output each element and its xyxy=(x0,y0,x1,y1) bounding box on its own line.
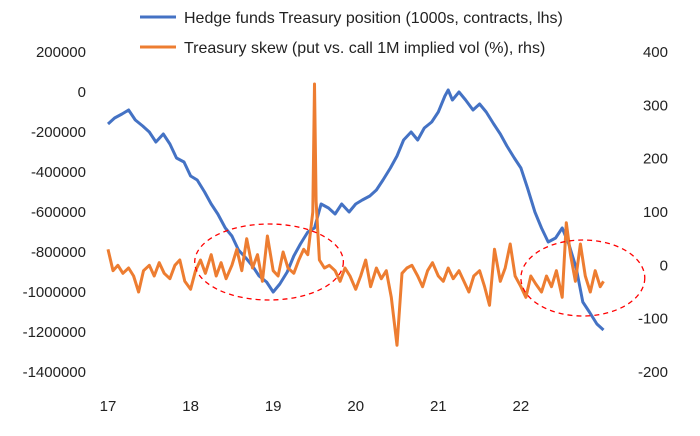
right-tick-label: -200 xyxy=(638,364,668,381)
right-tick-label: 400 xyxy=(643,44,668,61)
x-tick-label: 20 xyxy=(347,398,364,415)
right-tick-label: -100 xyxy=(638,311,668,328)
series-line-treasury-skew xyxy=(106,82,605,347)
right-tick-label: 0 xyxy=(660,257,668,274)
series-layer xyxy=(106,82,605,347)
legend-label-treasury-skew: Treasury skew (put vs. call 1M implied v… xyxy=(184,40,545,57)
x-axis-ticks: 17 18 19 20 21 22 xyxy=(100,398,530,415)
left-tick-label: 200000 xyxy=(36,44,86,61)
legend: Hedge funds Treasury position (1000s, co… xyxy=(140,10,563,57)
left-tick-label: -200000 xyxy=(31,124,86,141)
right-tick-label: 300 xyxy=(643,97,668,114)
left-tick-label: 0 xyxy=(78,84,86,101)
left-tick-label: -1200000 xyxy=(23,324,86,341)
x-tick-label: 18 xyxy=(182,398,199,415)
legend-label-hedge-funds: Hedge funds Treasury position (1000s, co… xyxy=(184,10,563,27)
left-tick-label: -600000 xyxy=(31,204,86,221)
x-tick-label: 17 xyxy=(100,398,117,415)
left-tick-label: -800000 xyxy=(31,244,86,261)
right-tick-label: 100 xyxy=(643,204,668,221)
highlight-ellipse-1 xyxy=(194,223,345,301)
left-tick-label: -1400000 xyxy=(23,364,86,381)
left-y-axis-ticks: 200000 0 -200000 -400000 -600000 -800000 -1000… xyxy=(23,44,86,381)
right-tick-label: 200 xyxy=(643,151,668,168)
left-tick-label: -400000 xyxy=(31,164,86,181)
highlight-ellipse-2 xyxy=(520,239,646,317)
annotation-layer xyxy=(194,223,646,317)
x-tick-label: 22 xyxy=(513,398,530,415)
right-y-axis-ticks: 400 300 200 100 0 -100 -200 xyxy=(638,44,668,381)
left-tick-label: -1000000 xyxy=(23,284,86,301)
series-line-hedge-funds xyxy=(106,88,605,332)
x-tick-label: 19 xyxy=(265,398,282,415)
x-tick-label: 21 xyxy=(430,398,447,415)
